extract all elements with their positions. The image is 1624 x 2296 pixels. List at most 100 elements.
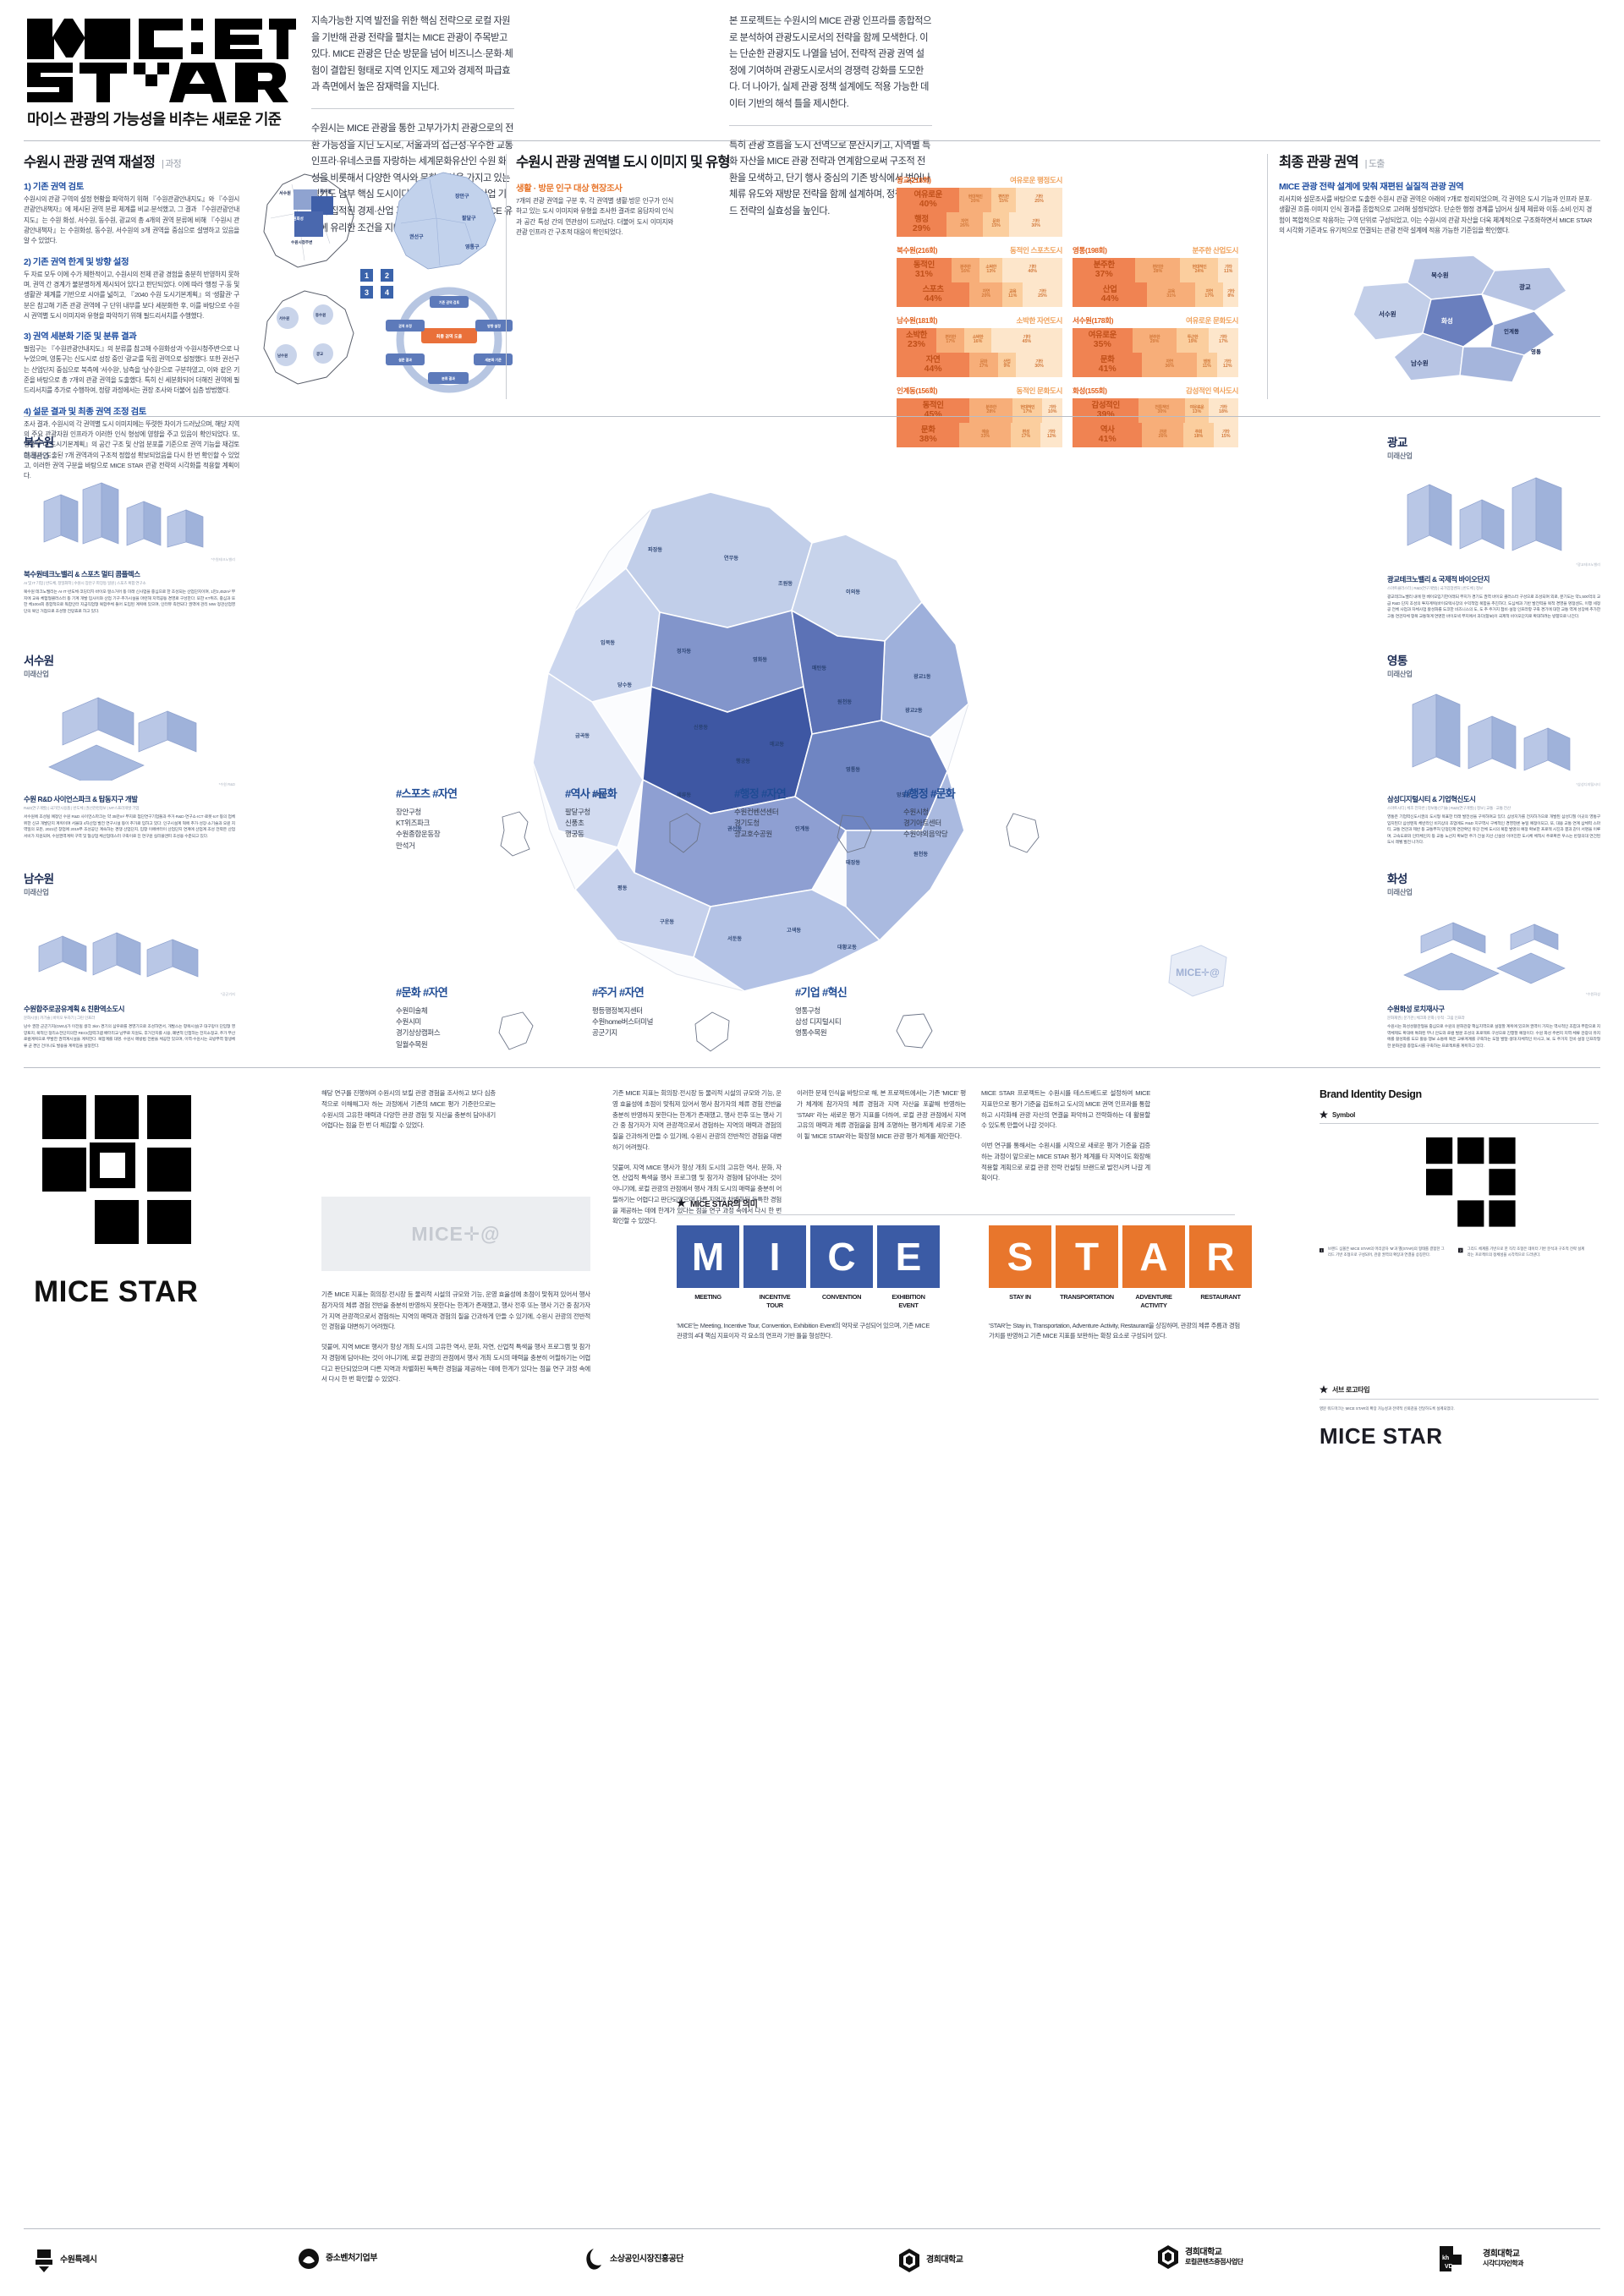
intro-p3: 본 프로젝트는 수원시의 MICE 관광 인프라를 종합적으로 분석하여 관광도…	[729, 16, 931, 109]
meaning-title: MICE STAR의 의미	[690, 1200, 758, 1209]
poster-footer: 수원특례시 중소벤처기업부 소상공인시장진흥공단 경희대학교	[0, 2233, 1624, 2296]
acronym-caption: MEETING	[694, 1293, 721, 1301]
svg-text:광교: 광교	[316, 351, 323, 357]
hash-item: KT위즈파크	[396, 819, 431, 828]
hash-list: 평등행정복지센터 수원home버스터미널 공군기지	[592, 1006, 744, 1039]
footer-logo-3: 경희대학교	[898, 2248, 963, 2273]
map-label: 북수원	[1431, 271, 1449, 279]
bottom-wordmark: MICE STAR	[34, 1275, 199, 1308]
stat-cell: 현대적인 17%	[1012, 398, 1043, 423]
stat-rows: 감성적인 39% 전통적인 30% 여유로운 13% 기타 18% 역사 41% 관광 26% 주회 18…	[1073, 398, 1238, 447]
stat-cell: 자연 17%	[1195, 282, 1224, 307]
hash-item: 경기도청	[734, 819, 760, 828]
stat-cell: 기타 17%	[1208, 328, 1238, 353]
minimap-3: 서수원 동수원 남수원 광교	[245, 284, 381, 394]
stat-row: 여유로운 35% 분주한 29% 투근한 19% 기타 17%	[1073, 328, 1238, 353]
stat-cell: 동적인 45%	[897, 398, 970, 423]
stat-rows: 동적인 45% 분주한 28% 현대적인 17% 기타 10% 문화 38% 예술 33% 편성 17% 기…	[897, 398, 1062, 447]
stat-cell: 여유로운 40%	[897, 188, 960, 212]
divider-2	[1267, 154, 1268, 399]
bottom-col-4: MICE STAR 프로젝트는 수원시를 테스트베드로 설정하여 MICE 지표…	[981, 1089, 1150, 1182]
star-acronym-group: S STAY IN T TRANSPORTATION A ADVENTURE ACTIVI…	[989, 1225, 1252, 1341]
acronym-letter: S STAY IN	[989, 1225, 1051, 1309]
svg-text:광교1동: 광교1동	[914, 673, 931, 680]
stat-cell: 편리한 28%	[1135, 258, 1181, 282]
stat-cell: 여유로운 13%	[1185, 398, 1209, 423]
process-item: 4) 설문 결과 및 최종 권역 조정 검토 조사 결과, 수원시의 각 권역별…	[24, 407, 239, 480]
hash-item: 신풍초	[565, 819, 584, 828]
footer-logo-0: 수원특례시	[34, 2248, 97, 2273]
stat-row: 역사 41% 관광 26% 주회 18% 기타 15%	[1073, 423, 1238, 447]
hash-list: 팔달구청 신풍초 행궁동	[565, 807, 717, 841]
stat-cell: 여유로운 35%	[1073, 328, 1133, 353]
map-label: 화성	[1441, 316, 1453, 325]
hash-item: 공군기지	[592, 1028, 617, 1038]
poster-header: 마이스 관광의 가능성을 비추는 새로운 기준 지속가능한 지역 발전을 위한 …	[0, 0, 1624, 233]
hash-item: 경기아트센터	[903, 819, 941, 828]
stat-row: 문화 38% 예술 33% 편성 17% 기타 12%	[897, 423, 1062, 447]
stat-row: 동적인 31% 분주한 16% 소박한 13% 기타 40%	[897, 258, 1062, 282]
svg-text:망포동: 망포동	[897, 792, 911, 798]
stat-row: 자연 44% 문화 17% 산업 9% 기타 30%	[897, 353, 1062, 377]
footer-logo-5: kh VD 경희대학교 시각디자인학과	[1438, 2244, 1524, 2273]
stat-row: 분주한 37% 편리한 28% 현대적인 24% 기타 11%	[1073, 258, 1238, 282]
isometric-illustration	[43, 482, 204, 548]
svg-text:입북동: 입북동	[601, 639, 615, 646]
hash-item: 일월수목원	[396, 1039, 428, 1049]
brand-wordmark: MICE STAR	[1320, 1423, 1443, 1449]
isometric-illustration	[1407, 477, 1562, 551]
svg-text:영통동: 영통동	[846, 766, 860, 773]
hash-list: 수원컨벤션센터 경기도청 광교호수공원	[734, 807, 886, 841]
map-label: 서수원	[1379, 310, 1396, 318]
stat-cell: 교육 11%	[1002, 282, 1023, 307]
svg-text:대황교동: 대황교동	[837, 944, 857, 951]
intro-p4: 특히 관광 흐름을 도시 전역으로 분산시키고, 지역별 특화 자산을 MICE…	[729, 124, 932, 221]
svg-text:권역 조정: 권역 조정	[398, 323, 412, 328]
minimap-1: 서수원 동수원 수원화성 수원시청주변	[245, 167, 381, 277]
mice-letters: M MEETING I INCENTIVE TOUR C CONVENTION E EXHIB…	[677, 1225, 940, 1309]
map-label: 영통	[1531, 348, 1541, 355]
footer-logo-4: 경희대학교 로컬콘텐츠중점사업단	[1157, 2244, 1243, 2270]
stat-cell: 관광 26%	[1142, 423, 1184, 447]
svg-text:인계동: 인계동	[795, 825, 809, 832]
stat-cell: 분주한 16%	[951, 258, 979, 282]
svg-text:설문 결과: 설문 결과	[398, 357, 412, 362]
row2-divider	[24, 1067, 1600, 1068]
region-card-seosuwon: 서수원 미래산업 *수원 R&D 수원 R&D 사이언스파크 & 탑동지구 개발…	[24, 655, 235, 839]
svg-text:서수원: 서수원	[279, 315, 289, 321]
stat-cell: 산업 9%	[997, 353, 1017, 377]
svg-text:파장동: 파장동	[648, 546, 662, 553]
acronym-letter: M MEETING	[677, 1225, 739, 1309]
semas-emblem-icon	[586, 2249, 601, 2270]
khu-visual-design-emblem-icon: kh VD	[1440, 2246, 1462, 2271]
star-bullet-icon	[1320, 1385, 1328, 1394]
bottom-logo-mark: MICE STAR	[34, 1087, 203, 1309]
hash-card-6: #기업 #혁신 영통구청 삼성 디지털시티 영통수목원	[795, 984, 947, 1049]
stat-cell: 기타 30%	[1009, 212, 1062, 237]
svg-text:분류 결과: 분류 결과	[442, 375, 455, 381]
svg-text:정자동: 정자동	[677, 648, 691, 655]
stat-cell: 감성적인 39%	[1073, 398, 1139, 423]
stat-row: 감성적인 39% 전통적인 30% 여유로운 13% 기타 18%	[1073, 398, 1238, 423]
stat-row: 동적인 45% 분주한 28% 현대적인 17% 기타 10%	[897, 398, 1062, 423]
svg-text:신풍동: 신풍동	[694, 724, 708, 731]
isometric-illustration	[1403, 922, 1566, 990]
svg-text:VD: VD	[1445, 2264, 1453, 2270]
svg-text:원천동: 원천동	[837, 699, 852, 705]
hash-item: 광교호수공원	[734, 830, 772, 839]
stat-block-gwanggyo: 광교(218회) 여유로운 행정도시 여유로운 40% 현대적인 20% 편리한 15% 기…	[897, 175, 1062, 237]
mice-at-placeholder: MICE✛@	[321, 1197, 590, 1271]
acronym-caption: TRANSPORTATION	[1060, 1293, 1114, 1301]
svg-text:동수원: 동수원	[320, 189, 332, 195]
region-outline-icon	[500, 811, 530, 857]
row1-divider	[24, 416, 1600, 417]
svg-text:연무동: 연무동	[724, 555, 738, 562]
star-bullet-icon	[1320, 1110, 1328, 1119]
brand-note-3: 영문 워드마크는 MICE STAR의 확장 가능성과 전략적 신뢰감을 전달하…	[1320, 1406, 1455, 1411]
hash-list: 장안구청 KT위즈파크 수원종합운동장 만석거	[396, 807, 548, 852]
svg-text:매교동: 매교동	[770, 741, 784, 748]
svg-text:영통구: 영통구	[465, 244, 480, 250]
suwon-city-emblem-icon	[36, 2249, 52, 2272]
bottom-col-1b: 기존 MICE 지표는 회의장·전시장 등 물리적 시설의 규모와 기능, 운영…	[321, 1290, 590, 1384]
